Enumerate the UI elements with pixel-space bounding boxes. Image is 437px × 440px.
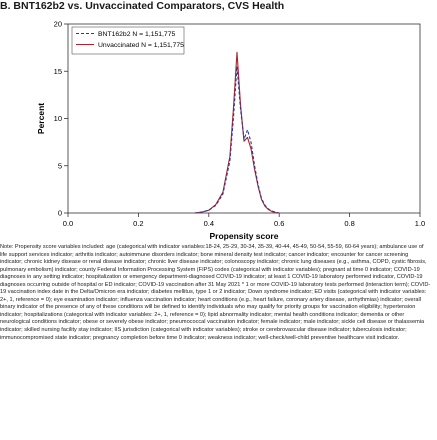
x-tick-label: 0.4 <box>204 219 214 228</box>
propensity-chart: 0.0 0.2 0.4 0.6 0.8 1.0 0 5 10 15 20 BNT162b2 N = … <box>36 20 425 241</box>
x-tick-label: 1.0 <box>415 219 425 228</box>
x-tick-label: 0.6 <box>274 219 284 228</box>
x-axis-label: Propensity score <box>210 231 279 241</box>
legend-box <box>71 26 185 55</box>
footnote: Note: Propensity score variables include… <box>0 244 431 341</box>
y-tick-label: 0 <box>58 209 62 218</box>
y-tick-label: 15 <box>54 67 62 76</box>
figure-title: B. BNT162b2 vs. Unvaccinated Comparators… <box>0 0 285 12</box>
x-tick-label: 0.0 <box>63 219 73 228</box>
y-tick-label: 20 <box>54 20 62 29</box>
legend-label: BNT162b2 N = 1,151,775 <box>98 31 175 38</box>
y-tick-label: 5 <box>58 161 62 170</box>
x-tick-label: 0.8 <box>344 219 354 228</box>
y-axis-label: Percent <box>36 103 46 134</box>
legend-label: Unvaccinated N = 1,151,775 <box>98 42 184 49</box>
series-line-1 <box>194 51 280 214</box>
series-line-0 <box>194 65 280 214</box>
x-tick-label: 0.2 <box>133 219 143 228</box>
y-tick-label: 10 <box>54 114 62 123</box>
